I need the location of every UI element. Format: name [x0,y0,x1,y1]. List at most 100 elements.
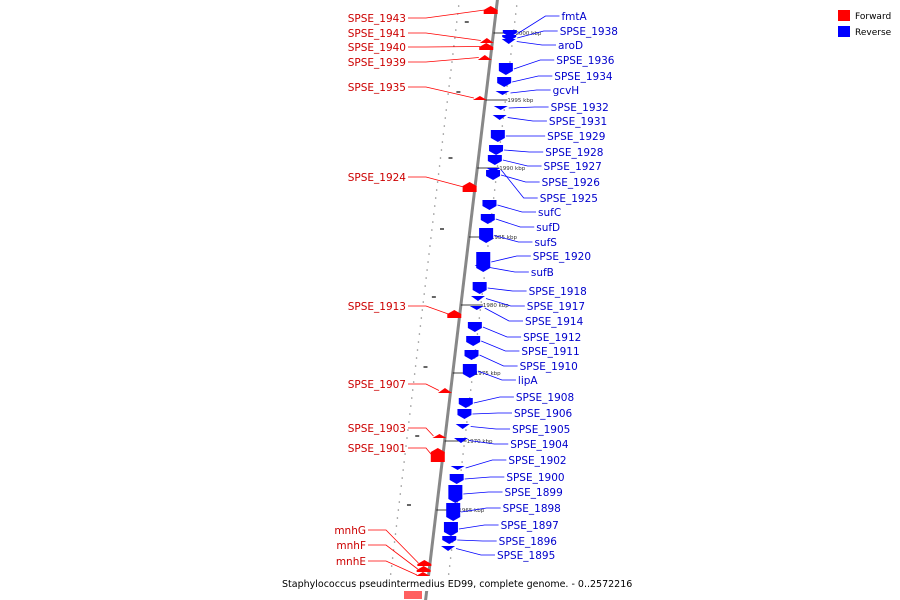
position-dot [427,261,429,263]
gene-feature [470,296,485,301]
gene-label: SPSE_1920 [533,251,591,263]
gene-feature [493,106,508,110]
gene-feature [455,424,470,429]
position-dot [421,309,424,311]
gene-label: SPSE_1929 [547,131,605,143]
gene-feature [477,55,492,60]
label-leader [368,544,418,570]
gene-label: SPSE_1931 [549,116,607,128]
gene-feature [472,96,487,100]
kbp-tick-label: 1975 kbp [475,371,501,377]
label-leader [500,174,540,183]
position-dot [420,317,423,319]
label-leader [508,106,549,109]
label-leader [408,176,464,188]
label-leader [464,476,505,480]
gene-feature [464,350,479,360]
gene-label: SPSE_1910 [520,361,578,373]
gene-label: lipA [518,375,538,387]
label-leader [408,427,434,437]
position-dot [400,485,403,487]
gene-label: SPSE_1918 [529,286,587,298]
legend: Forward Reverse [838,10,892,38]
gene-feature [462,364,477,378]
position-dot [493,189,496,191]
position-dot [424,285,426,287]
gene-feature [474,265,489,270]
gene-feature [432,434,447,438]
label-leader [500,169,538,199]
position-dot [487,245,489,247]
label-leader [479,354,518,367]
gene-label: sufC [538,207,561,219]
label-leader [408,9,485,19]
gene-feature [437,388,452,393]
position-dot [391,557,394,559]
gene-label: SPSE_1905 [512,424,570,436]
label-leader [457,539,497,542]
position-dot [412,381,415,383]
position-dot [509,61,511,63]
position-dot [496,165,499,167]
gene-label: SPSE_1928 [545,147,603,159]
gene-label: fmtA [561,11,587,23]
position-dot [445,109,448,111]
kbp-tick-label: 2000 kbp [515,31,541,37]
position-dot [443,125,446,127]
position-dot [403,461,405,463]
gene-label: SPSE_1940 [348,42,406,54]
position-dot [454,37,456,39]
gene-label: mnhF [336,540,366,552]
position-dot [399,493,402,495]
label-leader [461,507,501,513]
gene-feature [450,466,465,470]
gene-feature [482,200,497,210]
label-leader [465,459,507,469]
position-dot [439,157,442,159]
label-leader [507,117,547,122]
gene-label: SPSE_1896 [499,536,558,548]
gene-label: SPSE_1926 [542,177,601,189]
label-leader [512,75,553,83]
position-dot [407,429,409,431]
gene-label: SPSE_1936 [556,55,615,67]
position-dot [449,77,451,79]
position-dot [510,53,512,55]
gene-label: SPSE_1907 [348,379,406,391]
position-dot [410,405,412,407]
label-leader [477,370,516,381]
position-dot [470,381,473,383]
gene-feature [457,409,472,419]
gene-label: SPSE_1925 [540,193,598,205]
label-leader [484,307,523,322]
position-dot [404,453,406,455]
gene-feature [483,6,498,14]
position-dot [408,421,410,423]
position-dot [393,541,396,543]
position-dot [429,245,431,247]
gene-feature [501,39,516,44]
position-dot [444,117,447,119]
gene-feature [443,522,458,536]
label-leader [494,235,533,243]
position-dot [422,301,425,303]
gene-label: SPSE_1906 [514,408,573,420]
label-leader [487,287,527,292]
position-dot [451,61,453,63]
position-dot [492,197,495,199]
gene-label: SPSE_1898 [503,503,561,515]
position-dot [435,189,438,191]
label-leader [408,447,433,456]
gene-feature [442,536,457,544]
gene-label: SPSE_1908 [516,392,574,404]
position-dot [395,525,398,527]
label-leader [497,204,537,213]
gene-label: SPSE_1899 [505,487,563,499]
position-dot [501,125,504,127]
gene-label: mnhE [336,556,366,568]
gene-feature [479,228,494,243]
position-dot [446,101,448,103]
position-dot [447,573,450,575]
kbp-tick-label: 1980 kbp [483,303,509,309]
gene-feature [502,30,517,37]
